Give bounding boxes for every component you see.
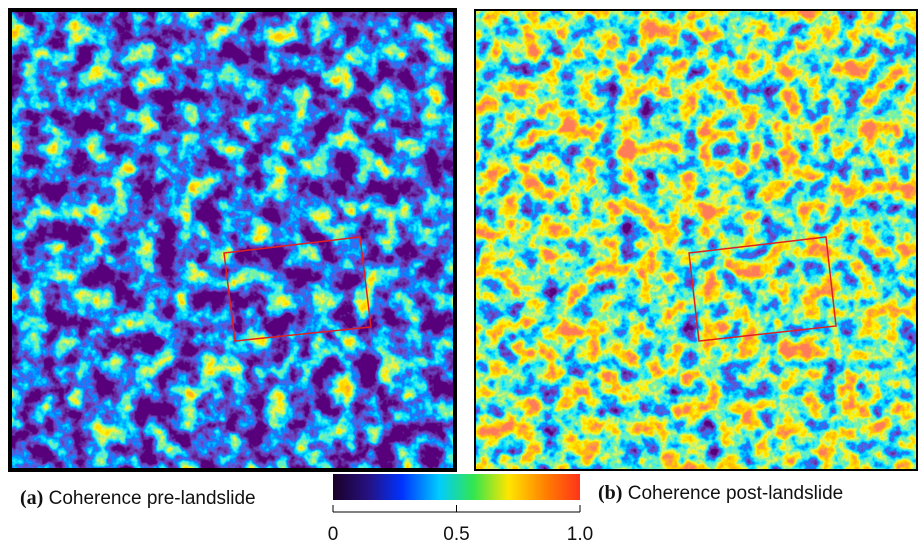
tick-label: 0.5 <box>443 524 469 545</box>
area-box <box>688 236 837 342</box>
coherence-map-b <box>475 10 917 470</box>
panel-label: (b) Coherence post-landslide <box>598 482 843 504</box>
area-box <box>223 236 372 342</box>
panel-caption: Coherence pre-landslide <box>49 488 256 509</box>
coherence-map-a <box>10 10 455 470</box>
tick-label: 0 <box>328 524 339 545</box>
tick-label: 1.0 <box>567 524 593 545</box>
map-border <box>474 9 918 471</box>
panel-tag: (b) <box>598 482 622 504</box>
colorbar-ticks: 0 0.5 1.0 <box>328 505 593 545</box>
panel-label: (a) Coherence pre-landslide <box>20 487 256 509</box>
panel-tag: (a) <box>20 487 43 509</box>
colorbar <box>333 474 580 500</box>
map-border <box>8 8 457 472</box>
panel-caption: Coherence post-landslide <box>628 483 843 504</box>
